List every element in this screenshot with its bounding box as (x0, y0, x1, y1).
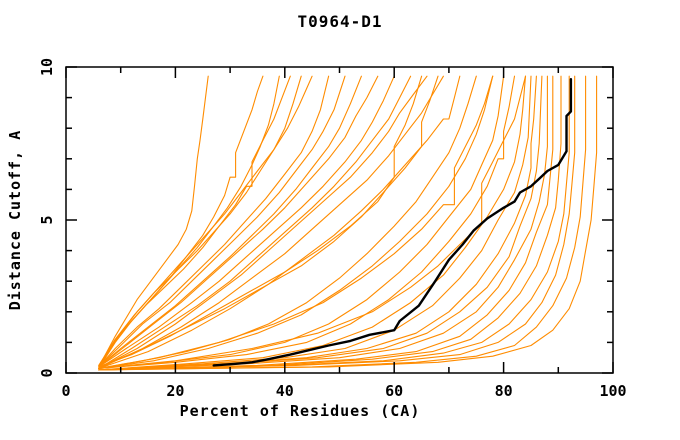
model-curve (98, 75, 543, 371)
model-curve (98, 75, 527, 369)
model-curve (98, 75, 537, 371)
model-curve (98, 75, 346, 368)
chart-title: T0964-D1 (297, 12, 383, 31)
model-curve (98, 75, 598, 371)
highlight-curve (212, 77, 573, 367)
y-tick-label: 5 (38, 215, 56, 224)
model-curve (98, 75, 379, 368)
model-curves-group (98, 75, 598, 371)
x-tick-label: 40 (276, 382, 294, 400)
model-curve (98, 75, 395, 368)
model-curve (98, 75, 428, 369)
model-curve (101, 75, 313, 365)
x-axis-label: Percent of Residues (CA) (179, 402, 421, 420)
x-tick-label: 20 (166, 382, 184, 400)
y-tick-label: 0 (38, 368, 56, 377)
model-curve (98, 75, 330, 368)
model-curve (98, 75, 494, 369)
model-curve (98, 75, 505, 369)
model-curve (98, 75, 527, 371)
x-tick-label: 80 (495, 382, 513, 400)
model-curve (98, 75, 576, 371)
model-curve (98, 75, 554, 371)
model-curve (98, 75, 439, 368)
y-tick-label: 10 (38, 58, 56, 76)
model-curve (98, 75, 291, 368)
x-tick-label: 100 (599, 382, 626, 400)
model-curve (98, 75, 587, 371)
model-curve (98, 75, 209, 368)
model-curve (98, 75, 444, 369)
axes-frame-group (65, 66, 614, 374)
tick-labels-group: 0 20 40 60 80 100 0 5 10 (38, 58, 627, 400)
model-curve (98, 75, 362, 368)
model-curve (98, 75, 562, 371)
model-curve (98, 75, 532, 371)
model-curve (98, 75, 516, 369)
model-curve (98, 75, 412, 369)
model-curve (98, 75, 570, 371)
model-curve (98, 75, 494, 369)
x-tick-label: 60 (385, 382, 403, 400)
model-curve (98, 75, 461, 369)
x-tick-label: 0 (61, 382, 70, 400)
